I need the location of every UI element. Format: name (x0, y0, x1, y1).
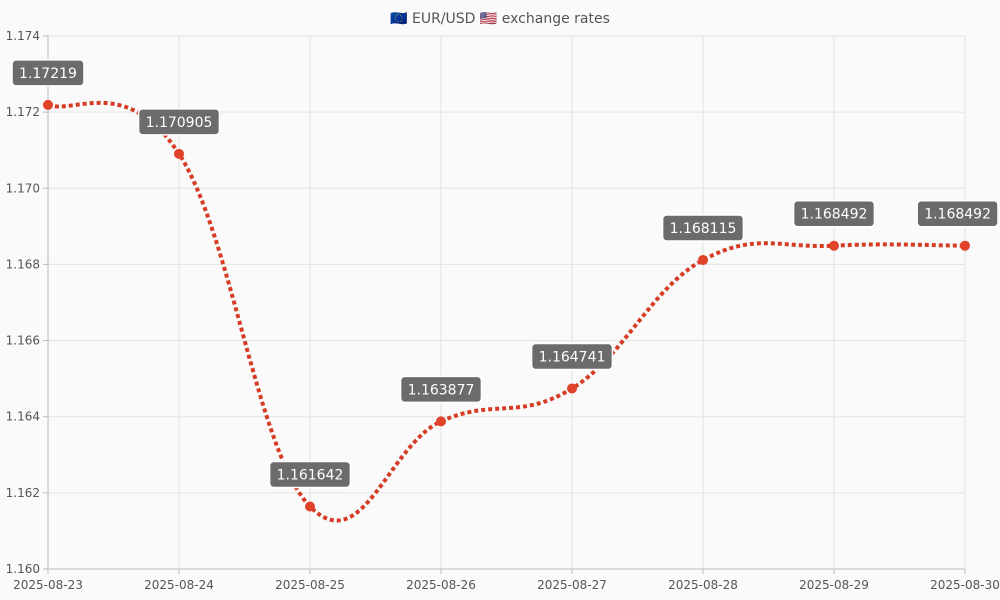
data-label-text: 1.168115 (670, 221, 737, 237)
y-tick-label: 1.170 (6, 181, 40, 195)
data-point (567, 383, 577, 394)
x-tick-label: 2025-08-28 (668, 578, 738, 592)
data-point (305, 501, 315, 512)
data-point (698, 255, 708, 266)
data-label-box (399, 375, 483, 404)
data-point (436, 416, 446, 427)
data-label-box (530, 342, 614, 371)
x-tick-label: 2025-08-27 (537, 578, 607, 592)
data-label: 1.161642 (268, 460, 352, 489)
data-label-box (137, 108, 221, 136)
chart-title: 🇪🇺 EUR/USD 🇺🇸 exchange rates (390, 11, 610, 27)
data-label-text: 1.164741 (539, 350, 606, 366)
x-tick-label: 2025-08-23 (13, 578, 83, 592)
data-label-text: 1.168492 (801, 207, 868, 223)
data-labels: 1.17219 1.170905 1.161642 1.163877 1.164741 1… (11, 59, 999, 489)
data-label-text: 1.161642 (277, 467, 344, 483)
y-tick-label: 1.168 (6, 257, 40, 271)
y-tick-label: 1.166 (6, 334, 40, 348)
y-tick-label: 1.164 (6, 410, 40, 424)
y-tick-label: 1.162 (6, 486, 40, 500)
data-label-box (11, 59, 85, 87)
data-points (43, 99, 970, 512)
axes (43, 35, 966, 574)
y-tick-label: 1.160 (6, 562, 40, 576)
data-label: 1.170905 (137, 108, 221, 136)
data-label-text: 1.163877 (408, 382, 475, 398)
data-label: 1.17219 (11, 59, 85, 87)
data-label-text: 1.168492 (924, 207, 991, 223)
tick-labels: 1.160 1.162 1.164 1.166 1.168 1.170 1.172 1.174… (6, 29, 1000, 592)
data-label: 1.168115 (661, 214, 745, 242)
series-line (47, 100, 966, 523)
data-point (43, 99, 53, 110)
data-label-text: 1.170905 (146, 115, 213, 131)
x-tick-label: 2025-08-24 (144, 578, 214, 592)
data-label: 1.163877 (399, 375, 483, 404)
data-label: 1.168492 (792, 199, 876, 228)
y-tick-label: 1.174 (6, 29, 40, 43)
data-label: 1.168492 (916, 199, 999, 228)
data-point (174, 148, 184, 159)
series-layer (47, 100, 966, 523)
x-tick-label: 2025-08-26 (406, 578, 476, 592)
x-tick-label: 2025-08-30 (930, 578, 1000, 592)
data-label-box (268, 460, 352, 489)
x-tick-label: 2025-08-29 (799, 578, 869, 592)
data-point (960, 240, 970, 251)
data-label-box (661, 214, 745, 242)
data-label: 1.164741 (530, 342, 614, 371)
data-point (829, 240, 839, 251)
data-label-box (792, 199, 876, 228)
data-label-box (916, 199, 999, 228)
y-tick-label: 1.172 (6, 105, 40, 119)
x-tick-label: 2025-08-25 (275, 578, 345, 592)
data-label-text: 1.17219 (19, 66, 77, 82)
